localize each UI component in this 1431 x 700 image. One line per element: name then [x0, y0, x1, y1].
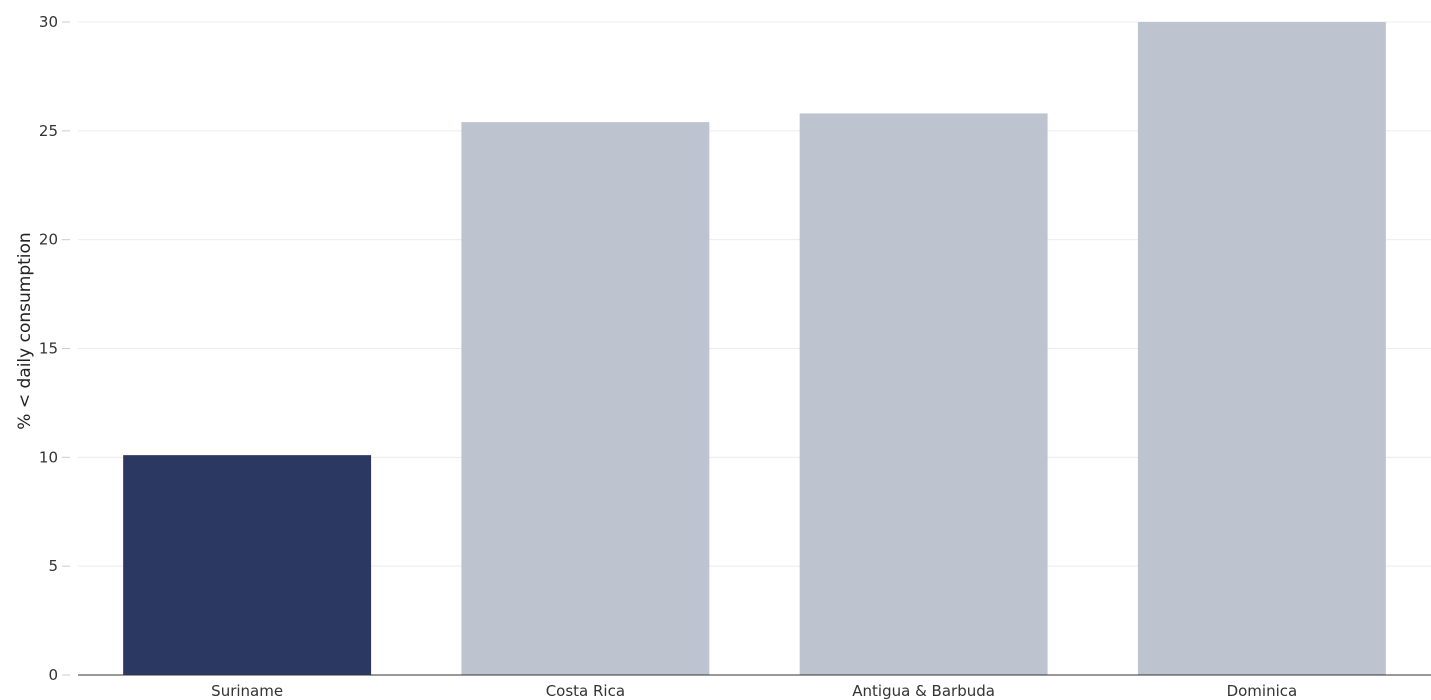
x-tick-label: Antigua & Barbuda [852, 682, 995, 700]
y-tick-label: 10 [39, 448, 58, 466]
x-tick-label: Costa Rica [546, 682, 625, 700]
y-tick-label: 20 [39, 231, 58, 249]
bar-suriname [123, 455, 372, 675]
bar-antigua-barbuda [799, 113, 1048, 676]
x-tick-label: Dominica [1227, 682, 1298, 700]
y-tick-label: 5 [48, 557, 58, 575]
y-tick-label: 30 [39, 13, 58, 31]
x-tick-label: Suriname [211, 682, 283, 700]
axes: 0 5 10 15 20 25 30 Suriname Costa Rica Antigua & … [39, 13, 1431, 700]
bars [123, 22, 1386, 676]
bar-dominica [1137, 22, 1386, 675]
y-tick-label: 0 [48, 666, 58, 684]
y-tick-label: 25 [39, 122, 58, 140]
y-tick-label: 15 [39, 340, 58, 358]
y-axis-title: % < daily consumption [15, 232, 35, 429]
bar-costa-rica [461, 122, 710, 676]
